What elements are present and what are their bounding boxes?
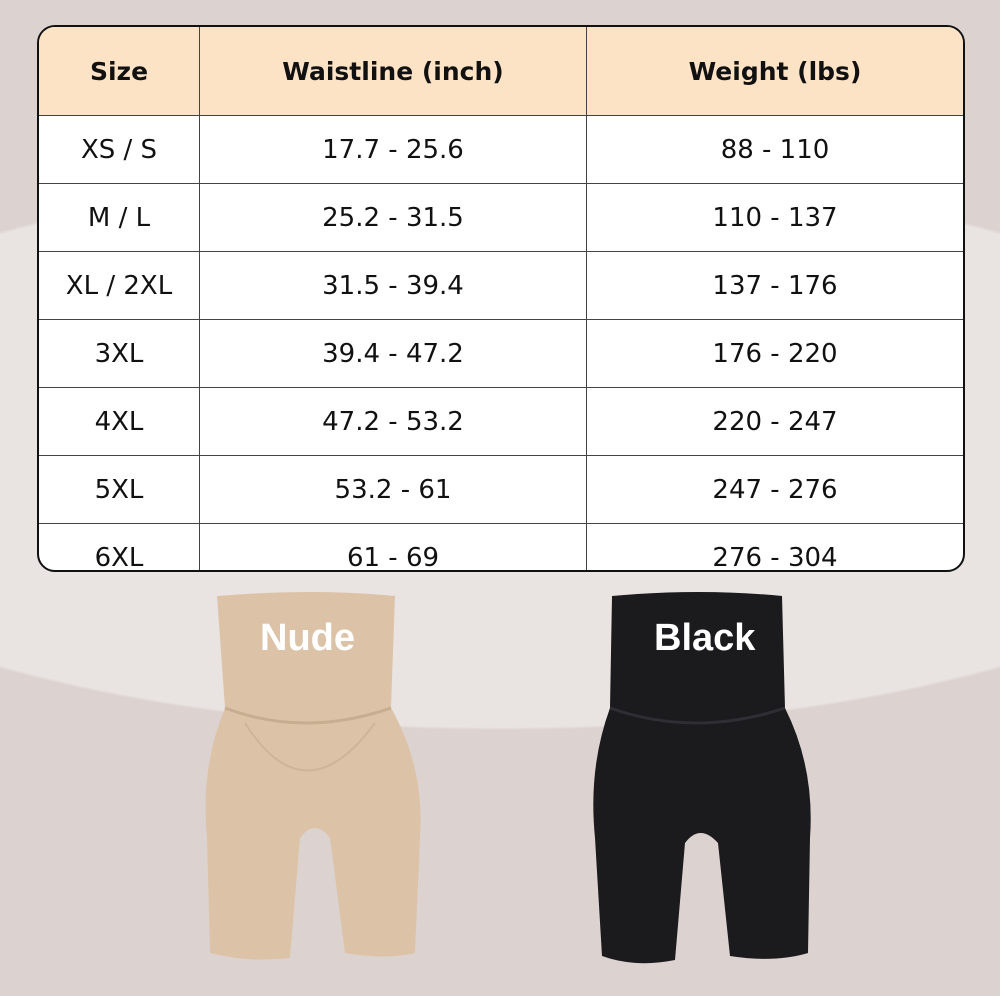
cell-waistline: 31.5 - 39.4 bbox=[199, 251, 587, 320]
cell-waistline: 47.2 - 53.2 bbox=[199, 387, 587, 456]
cell-size: M / L bbox=[39, 183, 200, 252]
cell-weight: 247 - 276 bbox=[586, 455, 963, 524]
table-row: 3XL 39.4 - 47.2 176 - 220 bbox=[39, 319, 963, 388]
black-shorts-image bbox=[593, 592, 811, 964]
cell-weight: 110 - 137 bbox=[586, 183, 963, 252]
cell-weight: 176 - 220 bbox=[586, 319, 963, 388]
table-row: 4XL 47.2 - 53.2 220 - 247 bbox=[39, 387, 963, 456]
size-chart-table: Size Waistline (inch) Weight (lbs) XS / … bbox=[37, 25, 965, 572]
cell-weight: 276 - 304 bbox=[586, 523, 963, 570]
cell-size: 3XL bbox=[39, 319, 200, 388]
table-row: XS / S 17.7 - 25.6 88 - 110 bbox=[39, 115, 963, 184]
nude-shorts-image bbox=[205, 592, 421, 960]
table-header-row: Size Waistline (inch) Weight (lbs) bbox=[39, 27, 963, 116]
cell-size: XS / S bbox=[39, 115, 200, 184]
cell-waistline: 53.2 - 61 bbox=[199, 455, 587, 524]
cell-waistline: 25.2 - 31.5 bbox=[199, 183, 587, 252]
cell-size: XL / 2XL bbox=[39, 251, 200, 320]
cell-waistline: 39.4 - 47.2 bbox=[199, 319, 587, 388]
header-size: Size bbox=[39, 27, 200, 116]
table-row: 6XL 61 - 69 276 - 304 bbox=[39, 523, 963, 570]
cell-size: 4XL bbox=[39, 387, 200, 456]
table-row: 5XL 53.2 - 61 247 - 276 bbox=[39, 455, 963, 524]
cell-size: 6XL bbox=[39, 523, 200, 570]
cell-size: 5XL bbox=[39, 455, 200, 524]
cell-weight: 137 - 176 bbox=[586, 251, 963, 320]
table-row: XL / 2XL 31.5 - 39.4 137 - 176 bbox=[39, 251, 963, 320]
table-row: M / L 25.2 - 31.5 110 - 137 bbox=[39, 183, 963, 252]
black-label: Black bbox=[654, 617, 756, 659]
header-waistline: Waistline (inch) bbox=[199, 27, 587, 116]
cell-waistline: 61 - 69 bbox=[199, 523, 587, 570]
cell-weight: 88 - 110 bbox=[586, 115, 963, 184]
header-weight: Weight (lbs) bbox=[586, 27, 963, 116]
cell-weight: 220 - 247 bbox=[586, 387, 963, 456]
nude-label: Nude bbox=[260, 617, 355, 659]
cell-waistline: 17.7 - 25.6 bbox=[199, 115, 587, 184]
